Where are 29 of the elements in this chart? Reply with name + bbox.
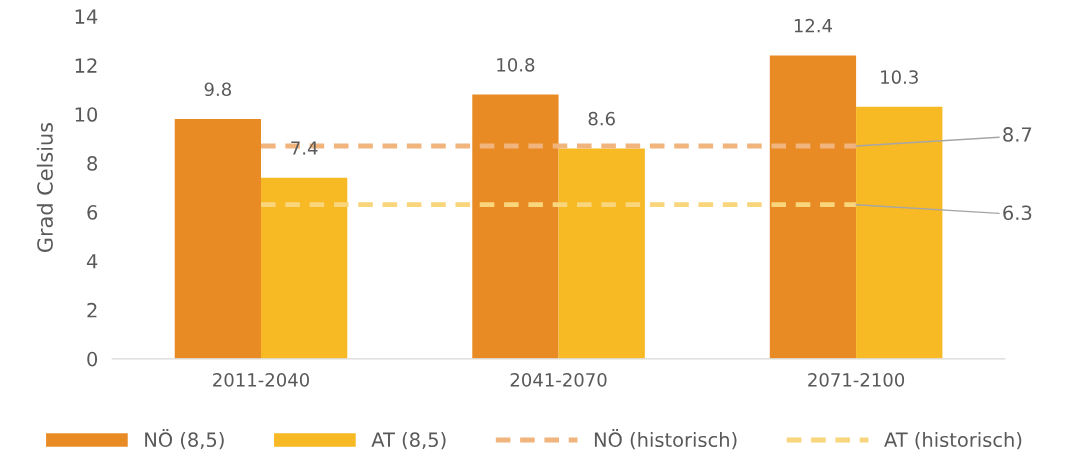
y-tick-label: 10 — [75, 107, 98, 122]
legend-label: AT (historisch) — [884, 432, 1022, 450]
bar — [856, 106, 943, 359]
bar — [174, 119, 262, 359]
bar — [558, 148, 645, 359]
data-label: 8.6 — [588, 111, 615, 126]
y-tick-label: 4 — [86, 254, 98, 269]
y-tick-label: 0 — [87, 351, 98, 367]
x-tick-label: 2071-2100 — [808, 373, 905, 387]
bar — [769, 55, 857, 359]
y-tick-label: 14 — [75, 9, 98, 24]
y-tick-label: 2 — [87, 302, 97, 318]
y-tick-label: 8 — [87, 156, 98, 171]
data-label: 8.7 — [1003, 127, 1032, 142]
y-axis-title: Grad Celsius — [36, 122, 53, 252]
x-tick-label: 2011-2040 — [213, 373, 310, 387]
bar — [261, 177, 348, 359]
data-label: 9.8 — [204, 82, 231, 97]
legend-label: NÖ (8,5) — [145, 429, 224, 450]
bar — [472, 94, 559, 359]
data-label: 12.4 — [794, 18, 833, 33]
y-tick-label: 12 — [75, 58, 97, 73]
legend-label: NÖ (historisch) — [594, 429, 737, 450]
x-tick-label: 2041-2070 — [510, 373, 607, 387]
y-tick-label: 6 — [87, 204, 98, 220]
data-label: 10.8 — [497, 58, 535, 72]
data-label: 10.3 — [881, 70, 918, 84]
data-label: 6.3 — [1003, 205, 1032, 221]
legend-label: AT (8,5) — [371, 432, 446, 450]
